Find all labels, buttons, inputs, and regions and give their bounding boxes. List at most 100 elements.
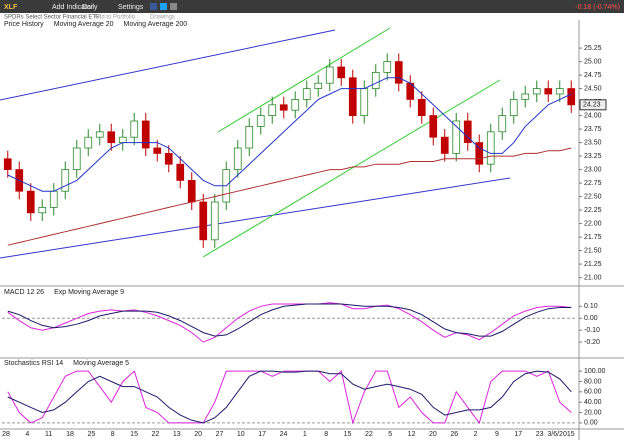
y-tick-label: -0.10 [584,327,600,334]
y-tick-label: 25.25 [584,45,602,52]
x-tick-label: 24 [280,431,288,438]
candle-body [153,147,162,154]
candle-body [544,88,553,95]
add-portfolio[interactable]: Add to Portfolio [94,15,136,21]
legend-entry: Moving Average 5 [73,360,129,367]
candle-body [233,147,242,171]
trendline [202,79,501,258]
candle-body [325,66,334,84]
candle-body [429,115,438,138]
candle-body [360,88,369,116]
candle-body [279,104,288,111]
candle-body [302,88,311,100]
settings[interactable]: Settings [118,4,144,11]
subtitle: SPDRs Select Sector Financial ETF [4,15,100,21]
legend-entry: Exp Moving Average 9 [54,289,124,296]
candle-body [509,99,518,117]
legend-entry: Moving Average 200 [124,21,188,28]
y-tick-label: 24.50 [584,85,602,92]
x-tick-label: 15 [130,431,138,438]
y-tick-label: 40.00 [584,399,602,406]
y-tick-label: 23.00 [584,166,602,173]
candle-body [498,115,507,133]
y-tick-label: 100.00 [584,368,606,375]
candle-body [521,93,530,100]
x-tick-label: 5 [388,431,392,438]
y-tick-label: 23.75 [584,126,602,133]
candle-body [555,88,564,95]
candle-body [130,120,139,138]
x-tick-label: 17 [258,431,266,438]
candle-body [463,120,472,144]
x-tick-label: 8 [111,431,115,438]
y-tick-label: 23.25 [584,153,602,160]
candle-body [348,77,357,117]
drawings[interactable]: Drawings [150,15,175,21]
x-tick-label: 11 [45,431,52,438]
x-tick-label: 2 [474,431,478,438]
x-tick-label: 12 [408,431,416,438]
y-tick-label: 22.00 [584,220,602,227]
series-line [7,147,572,246]
y-tick-label: 22.50 [584,193,602,200]
y-tick-label: 22.75 [584,180,602,187]
series-line [7,370,572,425]
y-tick-label: 21.00 [584,274,602,281]
series-line [7,302,572,343]
candle-body [95,131,104,138]
x-tick-label: 22 [365,431,373,438]
candle-body [118,136,127,143]
x-tick-label: 23 [536,431,544,438]
y-tick-label: 24.00 [584,112,602,119]
candle-body [72,147,81,171]
candle-body [337,66,346,79]
y-tick-label: 0.00 [584,315,598,322]
y-tick-label: 60.00 [584,389,602,396]
period[interactable]: Daily [82,4,98,11]
share-icon[interactable] [170,3,177,10]
x-tick-label: 8 [324,431,328,438]
y-tick-label: 80.00 [584,378,602,385]
series-line [7,370,572,424]
candle-body [199,201,208,241]
y-tick-label: 0.10 [584,303,598,310]
add-indicator[interactable]: Add Indicator [52,4,94,11]
trendline [0,177,511,259]
candle-body [256,115,265,127]
y-tick-label: 22.25 [584,207,602,214]
y-tick-label: 23.50 [584,139,602,146]
x-tick-label: 4 [25,431,29,438]
x-tick-label: 17 [514,431,522,438]
candle-body [268,104,277,117]
x-tick-label: 25 [87,431,95,438]
series-line [7,77,572,192]
x-tick-label: 20 [429,431,437,438]
candle-body [452,120,461,154]
share-icon[interactable] [160,3,167,10]
candle-body [61,169,70,192]
candle-body [440,136,449,154]
candle-body [38,206,47,214]
legend-entry: Stochastics RSI 14 [4,360,63,367]
candle-body [141,120,150,149]
candle-body [291,99,300,111]
share-icon[interactable] [150,3,157,10]
candle-body [107,131,116,144]
x-tick-label: 10 [237,431,245,438]
candle-body [417,99,426,117]
last-price-box [579,99,607,111]
series-line [7,303,572,337]
y-tick-label: 21.25 [584,261,602,268]
candle-body [383,61,392,73]
candle-body [371,72,380,90]
y-tick-label: 21.50 [584,247,602,254]
candle-body [486,131,495,165]
x-tick-label: 13 [173,431,181,438]
symbol[interactable]: XLF [4,4,18,11]
y-tick-label: 25.00 [584,58,602,65]
x-tick-label: 22 [152,431,160,438]
y-tick-label: 0.00 [584,420,598,427]
x-tick-label: 18 [66,431,74,438]
candle-body [176,163,185,181]
